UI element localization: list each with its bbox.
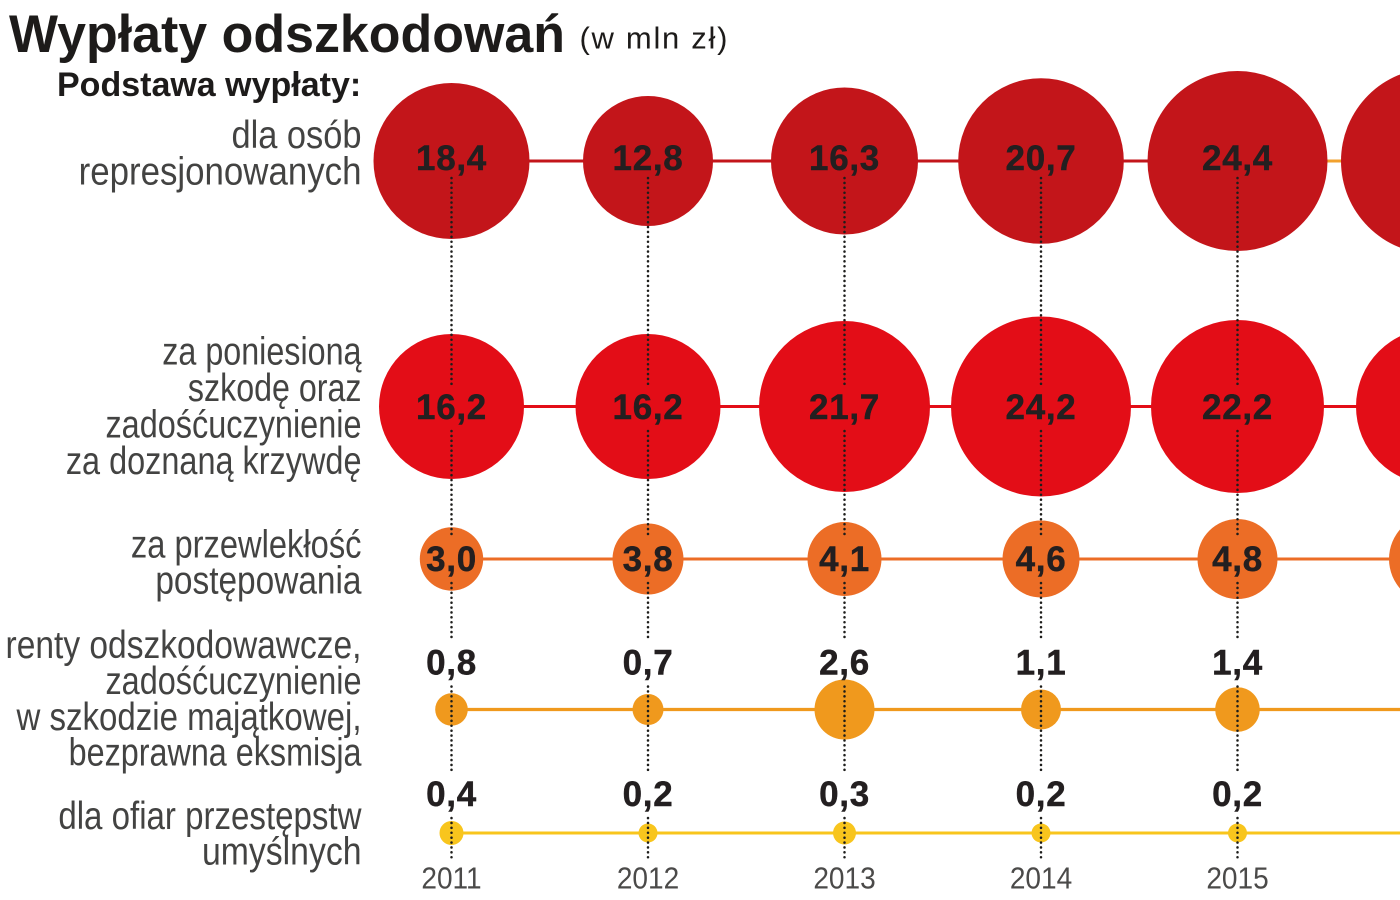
svg-text:za poniesioną: za poniesioną xyxy=(162,330,361,374)
svg-text:2015: 2015 xyxy=(1206,861,1268,896)
svg-text:zadośćuczynienie: zadośćuczynienie xyxy=(105,403,361,446)
svg-text:Podstawa wypłaty:: Podstawa wypłaty: xyxy=(57,66,361,104)
svg-text:0,4: 0,4 xyxy=(426,775,477,814)
svg-text:2011: 2011 xyxy=(421,861,481,896)
svg-text:24,4: 24,4 xyxy=(1202,139,1273,178)
svg-text:3,0: 3,0 xyxy=(426,540,477,579)
svg-text:3,8: 3,8 xyxy=(623,540,674,579)
svg-text:2,6: 2,6 xyxy=(819,644,870,683)
svg-text:w szkodzie majątkowej,: w szkodzie majątkowej, xyxy=(16,694,362,738)
svg-text:1,4: 1,4 xyxy=(1212,644,1263,683)
svg-text:1,1: 1,1 xyxy=(1016,644,1067,683)
svg-text:18,4: 18,4 xyxy=(416,139,487,178)
svg-text:2014: 2014 xyxy=(1010,861,1072,896)
svg-text:22,2: 22,2 xyxy=(1202,388,1273,427)
svg-text:20,7: 20,7 xyxy=(1006,139,1077,178)
svg-text:4,8: 4,8 xyxy=(1212,540,1263,579)
svg-text:Wypłaty odszkodowań: Wypłaty odszkodowań xyxy=(9,6,565,65)
svg-text:dla osób: dla osób xyxy=(231,113,361,156)
svg-text:0,8: 0,8 xyxy=(426,644,477,683)
svg-text:dla ofiar przestępstw: dla ofiar przestępstw xyxy=(58,793,362,837)
svg-text:21,7: 21,7 xyxy=(809,388,880,427)
svg-text:2013: 2013 xyxy=(813,861,875,896)
svg-text:16,2: 16,2 xyxy=(613,388,684,427)
svg-text:16,3: 16,3 xyxy=(809,139,880,178)
svg-text:0,2: 0,2 xyxy=(1016,775,1067,814)
svg-text:bezprawna eksmisja: bezprawna eksmisja xyxy=(69,731,362,775)
svg-text:12,8: 12,8 xyxy=(613,139,684,178)
svg-text:umyślnych: umyślnych xyxy=(202,829,361,873)
svg-text:4,1: 4,1 xyxy=(819,540,870,579)
svg-text:24,2: 24,2 xyxy=(1006,388,1077,427)
svg-text:za doznaną krzywdę: za doznaną krzywdę xyxy=(66,439,362,482)
svg-text:0,7: 0,7 xyxy=(623,644,674,683)
svg-text:(w mln zł): (w mln zł) xyxy=(580,21,730,56)
svg-text:4,6: 4,6 xyxy=(1016,540,1067,579)
svg-text:renty odszkodowawcze,: renty odszkodowawcze, xyxy=(6,623,362,667)
svg-text:za przewlekłość: za przewlekłość xyxy=(131,522,362,566)
svg-text:16,2: 16,2 xyxy=(416,388,487,427)
svg-text:0,2: 0,2 xyxy=(1212,775,1263,814)
svg-text:0,3: 0,3 xyxy=(819,775,870,814)
svg-text:represjonowanych: represjonowanych xyxy=(79,150,362,193)
svg-text:postępowania: postępowania xyxy=(155,558,362,602)
svg-text:2012: 2012 xyxy=(617,861,679,896)
svg-text:zadośćuczynienie: zadośćuczynienie xyxy=(105,659,361,702)
svg-text:szkodę oraz: szkodę oraz xyxy=(188,366,362,410)
svg-text:0,2: 0,2 xyxy=(623,775,674,814)
